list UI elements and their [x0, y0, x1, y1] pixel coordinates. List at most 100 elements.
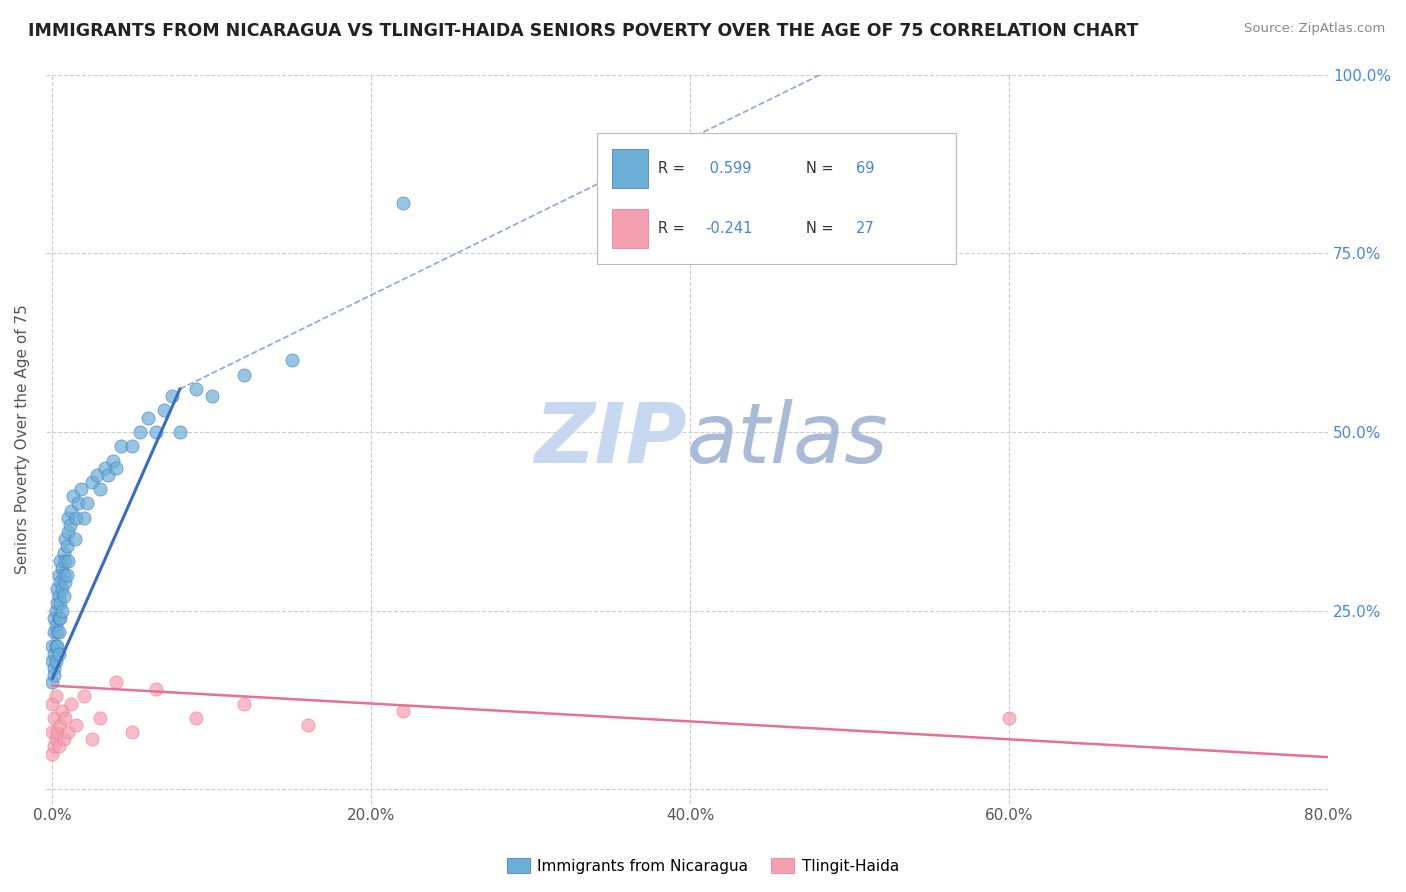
Point — [41, 725, 63, 739]
Point — [101, 453, 124, 467]
Point — [599, 161, 621, 175]
Point — [76, 496, 98, 510]
Point — [392, 196, 415, 211]
Y-axis label: Seniors Poverty Over the Age of 75: Seniors Poverty Over the Age of 75 — [15, 304, 30, 574]
Point — [145, 682, 167, 697]
Point — [105, 675, 128, 690]
Point — [280, 353, 302, 368]
Point — [63, 532, 86, 546]
Point — [46, 625, 69, 640]
Point — [86, 467, 108, 482]
Point — [59, 517, 82, 532]
Point — [42, 661, 65, 675]
Point — [184, 382, 207, 396]
Point — [48, 590, 70, 604]
Point — [51, 604, 73, 618]
Point — [51, 704, 73, 718]
Point — [153, 403, 176, 417]
Point — [45, 640, 67, 654]
Point — [52, 590, 75, 604]
Point — [121, 439, 143, 453]
Text: ZIP: ZIP — [534, 399, 688, 480]
Point — [160, 389, 183, 403]
Point — [42, 739, 65, 754]
Point — [49, 611, 72, 625]
Point — [49, 718, 72, 732]
Point — [41, 675, 63, 690]
Point — [60, 697, 83, 711]
Text: Source: ZipAtlas.com: Source: ZipAtlas.com — [1244, 22, 1385, 36]
Point — [42, 711, 65, 725]
Point — [48, 647, 70, 661]
Text: atlas: atlas — [688, 399, 889, 480]
Point — [129, 425, 152, 439]
Legend: Immigrants from Nicaragua, Tlingit-Haida: Immigrants from Nicaragua, Tlingit-Haida — [501, 852, 905, 880]
Point — [184, 711, 207, 725]
Point — [58, 524, 80, 539]
Point — [73, 690, 96, 704]
Point — [45, 618, 67, 632]
Point — [46, 597, 69, 611]
Point — [66, 496, 89, 510]
Text: IMMIGRANTS FROM NICARAGUA VS TLINGIT-HAIDA SENIORS POVERTY OVER THE AGE OF 75 CO: IMMIGRANTS FROM NICARAGUA VS TLINGIT-HAI… — [28, 22, 1139, 40]
Point — [51, 582, 73, 597]
Point — [53, 711, 76, 725]
Point — [110, 439, 132, 453]
Point — [65, 718, 87, 732]
Point — [42, 625, 65, 640]
Point — [998, 711, 1021, 725]
Point — [232, 368, 254, 382]
Point — [89, 482, 111, 496]
Point — [136, 410, 159, 425]
Point — [89, 711, 111, 725]
Point — [49, 575, 72, 590]
Point — [58, 510, 80, 524]
Point — [145, 425, 167, 439]
Point — [58, 725, 80, 739]
Point — [58, 553, 80, 567]
Point — [42, 611, 65, 625]
Point — [41, 654, 63, 668]
Point — [65, 510, 87, 524]
Point — [392, 704, 415, 718]
Point — [41, 640, 63, 654]
Point — [82, 732, 104, 747]
Point — [48, 625, 70, 640]
Point — [297, 718, 319, 732]
Point — [45, 732, 67, 747]
Point — [55, 539, 77, 553]
Point — [46, 582, 69, 597]
Point — [121, 725, 143, 739]
Point — [45, 654, 67, 668]
Point — [49, 553, 72, 567]
Point — [82, 475, 104, 489]
Point — [73, 510, 96, 524]
Point — [45, 604, 67, 618]
Point — [48, 611, 70, 625]
Point — [48, 567, 70, 582]
Point — [53, 532, 76, 546]
Point — [232, 697, 254, 711]
Point — [48, 739, 70, 754]
Point — [46, 725, 69, 739]
Point — [53, 553, 76, 567]
Point — [49, 597, 72, 611]
Point — [55, 567, 77, 582]
Point — [94, 460, 117, 475]
Point — [60, 503, 83, 517]
Point — [41, 697, 63, 711]
Point — [105, 460, 128, 475]
Point — [97, 467, 120, 482]
Point — [70, 482, 93, 496]
Point — [42, 668, 65, 682]
Point — [201, 389, 224, 403]
Point — [52, 567, 75, 582]
Point — [62, 489, 84, 503]
Point — [169, 425, 191, 439]
Point — [42, 647, 65, 661]
Point — [52, 732, 75, 747]
Point — [51, 560, 73, 574]
Point — [53, 575, 76, 590]
Point — [52, 546, 75, 560]
Point — [45, 690, 67, 704]
